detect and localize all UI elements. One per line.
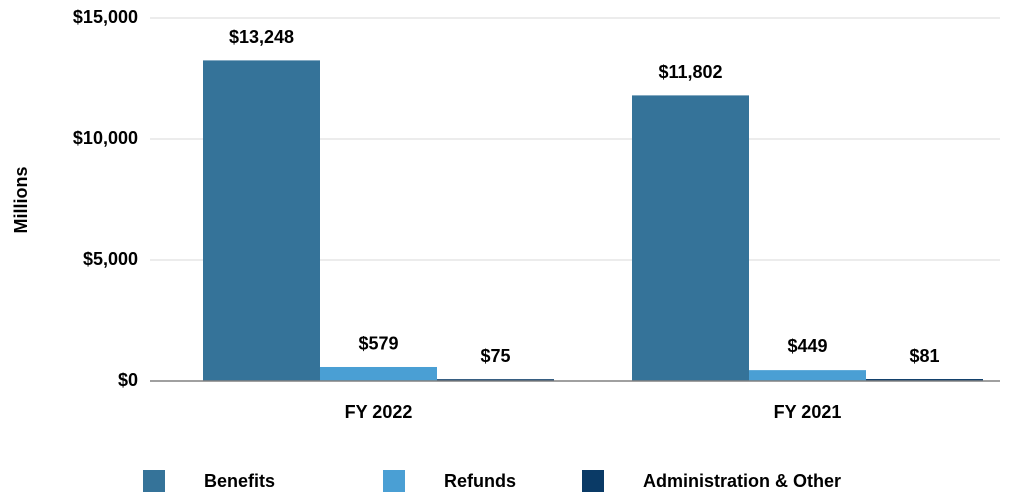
legend-swatch bbox=[143, 470, 165, 492]
legend-label: Administration & Other bbox=[643, 471, 841, 491]
legend-label: Refunds bbox=[444, 471, 516, 491]
y-tick-label: $10,000 bbox=[73, 128, 138, 148]
bar bbox=[320, 366, 437, 381]
x-tick-label: FY 2021 bbox=[774, 402, 842, 422]
y-tick-label: $15,000 bbox=[73, 7, 138, 27]
y-tick-label: $0 bbox=[118, 370, 138, 390]
bar bbox=[749, 370, 866, 381]
x-tick-label: FY 2022 bbox=[345, 402, 413, 422]
y-tick-label: $5,000 bbox=[83, 249, 138, 269]
data-label: $11,802 bbox=[658, 62, 722, 82]
bar bbox=[203, 60, 320, 381]
data-label: $13,248 bbox=[229, 27, 294, 47]
data-label: $75 bbox=[480, 346, 510, 366]
bar bbox=[866, 379, 983, 381]
data-label: $449 bbox=[787, 336, 827, 356]
legend-label: Benefits bbox=[204, 471, 275, 491]
legend-swatch bbox=[582, 470, 604, 492]
y-axis-label: Millions bbox=[11, 167, 31, 234]
data-label: $579 bbox=[358, 334, 398, 354]
legend-swatch bbox=[383, 470, 405, 492]
data-label: $81 bbox=[909, 346, 939, 366]
bar bbox=[437, 379, 554, 381]
bar bbox=[632, 95, 749, 381]
